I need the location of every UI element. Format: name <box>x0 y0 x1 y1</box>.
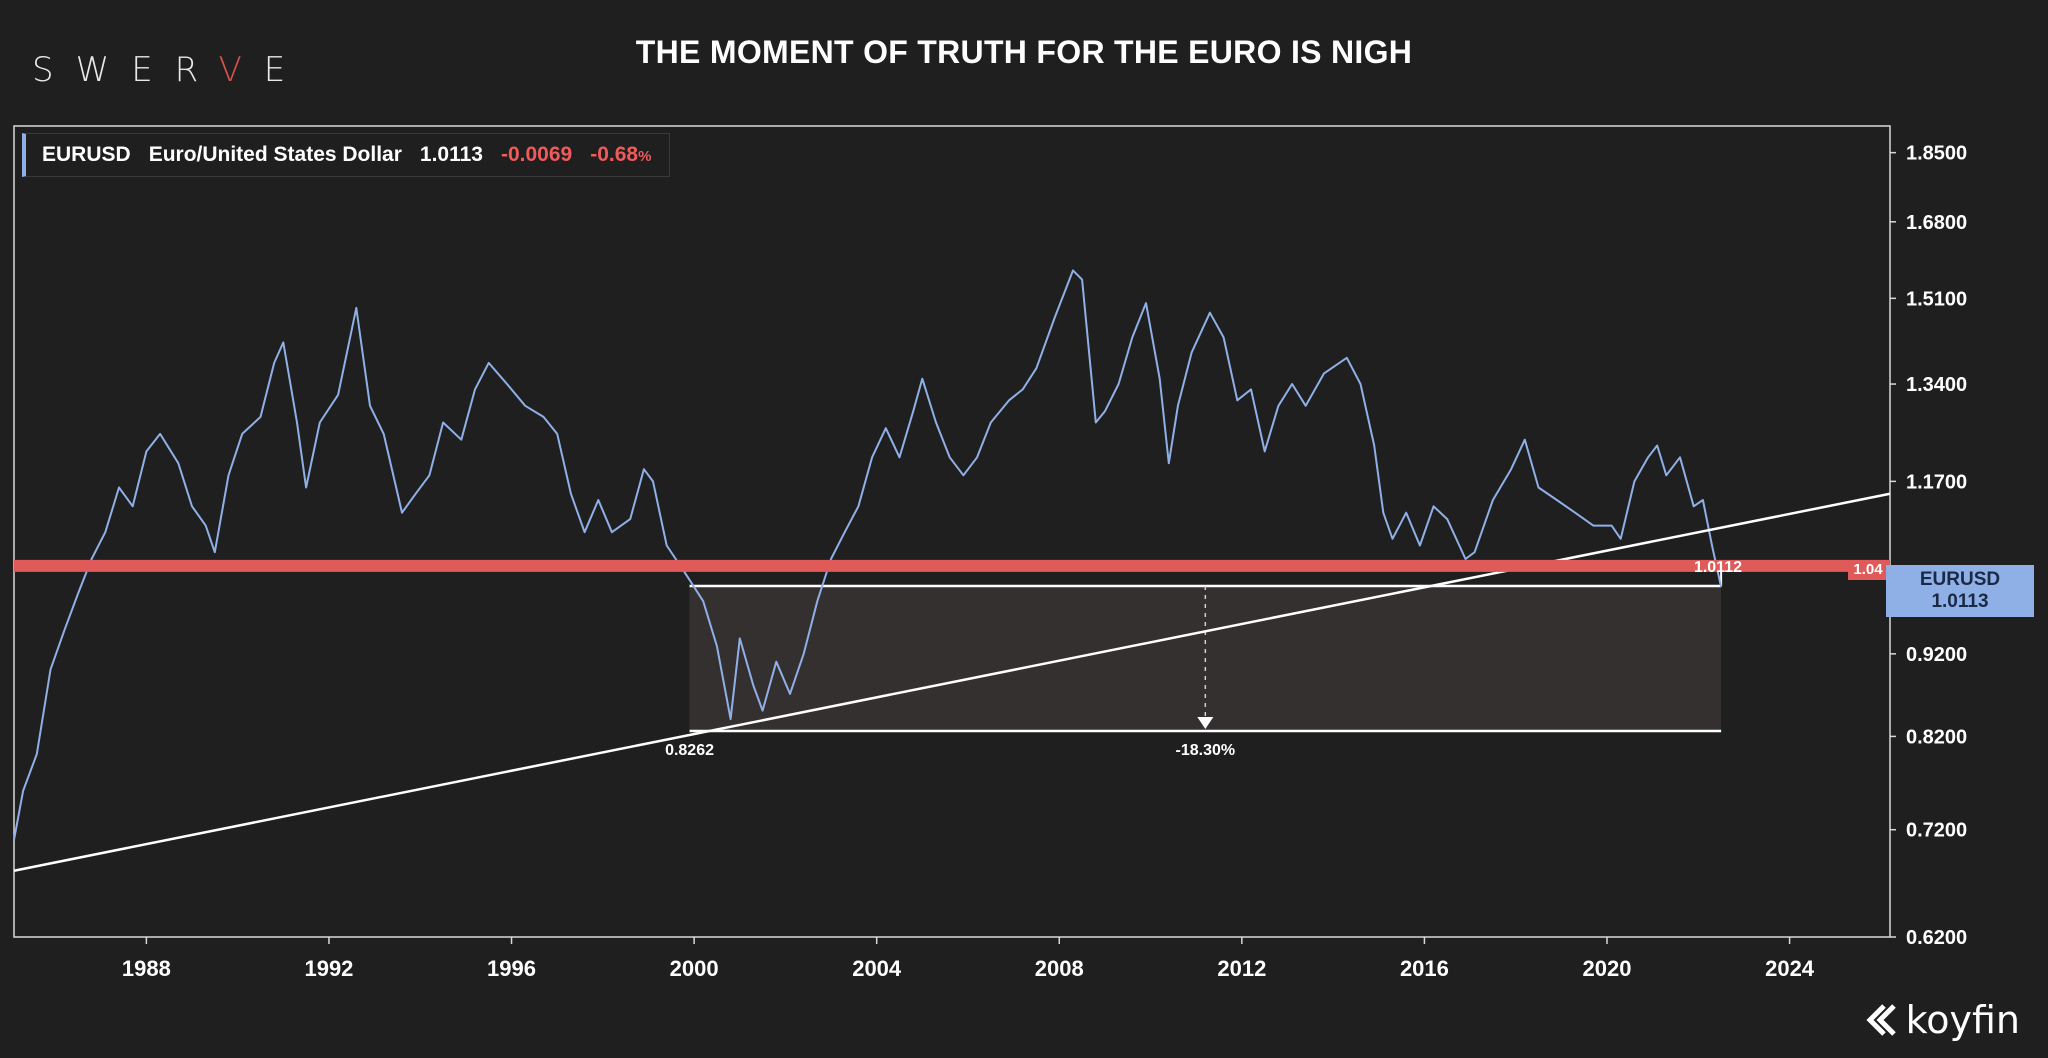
x-tick-label: 2024 <box>1765 956 1815 981</box>
eurusd-price-line <box>13 269 1723 840</box>
legend-last: 1.0113 <box>419 143 483 166</box>
x-tick-label: 2016 <box>1400 956 1449 981</box>
y-tick-label: 0.9200 <box>1906 644 1967 666</box>
x-tick-label: 1996 <box>487 956 536 981</box>
y-tick-label: 1.6800 <box>1906 212 1967 234</box>
x-tick-label: 2000 <box>670 956 719 981</box>
y-tick-label: 0.7200 <box>1906 820 1967 842</box>
y-tick-label: 0.6200 <box>1906 927 1967 949</box>
koyfin-logo: koyfin <box>1864 998 2020 1042</box>
y-tick-label: 1.3400 <box>1906 374 1967 396</box>
plot-frame <box>13 125 1891 938</box>
legend-change-pct: -0.68% <box>590 143 652 166</box>
x-tick-label: 1988 <box>122 956 171 981</box>
last-tag-value: 1.0113 <box>1931 591 1989 612</box>
legend-ticker: EURUSD <box>42 143 131 166</box>
drawdown-arrow-head <box>1197 717 1214 730</box>
x-tick-label: 2012 <box>1217 956 1266 981</box>
x-tick-label: 2020 <box>1583 956 1632 981</box>
swerve-logo: SWERVE <box>32 50 308 90</box>
label-top-value: 1.0112 <box>1694 559 1742 576</box>
x-tick-label: 2008 <box>1035 956 1084 981</box>
label-drawdown-pct: -18.30% <box>1176 742 1236 759</box>
y-tick-label: 1.8500 <box>1906 143 1967 165</box>
last-price-tag: EURUSD 1.0113 <box>1886 565 2034 617</box>
y-tick-label: 0.8200 <box>1906 726 1967 748</box>
page-title: THE MOMENT OF TRUTH FOR THE EURO IS NIGH <box>635 34 1413 70</box>
series-legend[interactable]: EURUSD Euro/United States Dollar 1.0113 … <box>22 133 671 177</box>
y-tick-label: 1.1700 <box>1906 471 1967 493</box>
label-bottom-value: 0.8262 <box>665 742 714 759</box>
y-tick-label: 1.5100 <box>1906 288 1967 310</box>
support-level-line <box>14 559 1890 572</box>
legend-change: -0.0069 <box>500 143 573 166</box>
level-tag: 1.04 <box>1848 560 1888 580</box>
trendline <box>13 492 1891 872</box>
last-tag-ticker: EURUSD <box>1919 569 2001 590</box>
x-tick-label: 1992 <box>304 956 353 981</box>
legend-name: Euro/United States Dollar <box>148 143 402 166</box>
koyfin-icon <box>1866 1004 1896 1036</box>
x-tick-label: 2004 <box>852 956 902 981</box>
